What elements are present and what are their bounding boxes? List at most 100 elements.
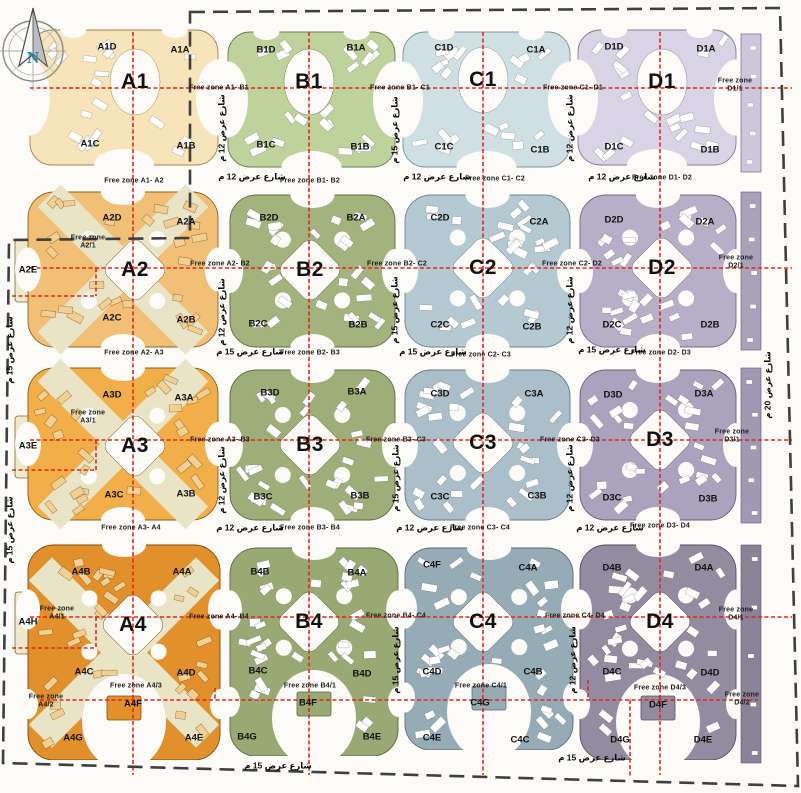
subzone-label-A2C: A2C	[102, 312, 122, 324]
subzone-label-A4A: A4A	[172, 566, 192, 578]
subzone-label-A1A: A1A	[170, 44, 190, 56]
subzone-label-D1B: D1B	[700, 144, 720, 156]
free-zone-label: Free zone D3/1	[714, 428, 750, 444]
subzone-label-D4F: D4F	[649, 699, 667, 711]
subzone-label-A3C: A3C	[104, 489, 124, 501]
street-label: شارع عرض 12 م	[588, 171, 656, 182]
block-C2	[392, 182, 583, 360]
free-zone-label: Free zone A4/2	[28, 693, 64, 709]
street-label: شارع عرض 12 م	[218, 171, 286, 182]
subzone-label-C3B: C3B	[527, 490, 547, 502]
block-label-D3: D3	[646, 428, 674, 451]
block-B2	[217, 182, 408, 360]
street-label: شارع عرض 15 م	[4, 316, 15, 384]
subzone-label-D4G: D4G	[610, 734, 630, 746]
subzone-label-B4E: B4E	[362, 731, 382, 743]
block-label-C1: C1	[469, 68, 497, 91]
subzone-label-A4B: A4B	[71, 566, 91, 578]
subzone-label-A1B: A1B	[176, 140, 196, 152]
subzone-label-A3E: A3E	[18, 440, 38, 452]
free-zone-label: Free zone D4/2	[724, 691, 760, 707]
subzone-label-A1D: A1D	[97, 41, 117, 53]
subzone-label-B4G: B4G	[237, 731, 257, 743]
free-zone-label: Free zone D2- D3	[631, 349, 691, 357]
subzone-label-C4G: C4G	[470, 697, 490, 709]
street-label: شارع عرض 15 م	[558, 752, 626, 763]
subzone-label-D1D: D1D	[604, 41, 624, 53]
subzone-label-B3C: B3C	[253, 491, 273, 503]
free-zone-label: Free zone B1- C1	[370, 84, 430, 92]
block-label-C4: C4	[469, 610, 497, 633]
street-label: شارع عرض 12 م	[567, 626, 578, 694]
subzone-label-B1D: B1D	[256, 44, 276, 56]
street-label: شارع عرض 15 م	[578, 344, 646, 355]
street-label: شارع عرض 15 م	[244, 760, 312, 771]
subzone-label-B4C: B4C	[248, 665, 268, 677]
block-label-A2: A2	[121, 258, 149, 281]
free-zone-label: Free zone C3- C4	[450, 524, 510, 532]
street-label: شارع عرض 15 م	[216, 346, 284, 357]
block-B1	[208, 24, 417, 183]
subzone-label-B3B: B3B	[350, 490, 370, 502]
compass-n-label: N	[27, 48, 40, 67]
free-zone-label: Free zone A1- A2	[104, 177, 164, 185]
subzone-label-B4F: B4F	[299, 697, 317, 709]
subzone-label-D1A: D1A	[696, 43, 716, 55]
block-D1	[558, 22, 758, 181]
subzone-label-C1D: C1D	[434, 42, 454, 54]
free-zone-label: Free zone C4/1	[454, 682, 508, 690]
block-C4	[393, 536, 585, 760]
subzone-label-B3A: B3A	[347, 386, 367, 398]
edge-strip	[740, 33, 762, 173]
subzone-label-B1A: B1A	[346, 42, 366, 54]
block-label-A3: A3	[121, 434, 149, 457]
subzone-label-D3A: D3A	[694, 388, 714, 400]
block-B3	[217, 357, 408, 533]
block-label-B3: B3	[296, 433, 324, 456]
free-zone-label: Free zone A2/1	[70, 234, 106, 250]
street-label: شارع عرض 12 م	[216, 278, 227, 346]
subzone-label-A4G: A4G	[63, 732, 83, 744]
subzone-label-C2B: C2B	[522, 321, 542, 333]
street-label: شارع عرض 12 م	[564, 94, 575, 162]
edge-strip	[740, 367, 762, 524]
street-label: شارع عرض 15 م	[390, 444, 401, 512]
subzone-label-C4E: C4E	[422, 732, 442, 744]
block-label-D2: D2	[648, 256, 676, 279]
free-zone-label: Free zone B3- C3	[366, 436, 426, 444]
block-D4	[568, 533, 748, 770]
subzone-label-A2B: A2B	[176, 314, 196, 326]
subzone-label-D1C: D1C	[604, 141, 624, 153]
subzone-label-D4B: D4B	[602, 562, 622, 574]
block-A3	[15, 355, 231, 533]
block-label-D4: D4	[646, 610, 674, 633]
block-B4	[218, 536, 410, 766]
subzone-label-B1C: B1C	[256, 139, 276, 151]
street-label: شارع عرض 15 م	[4, 496, 15, 564]
subzone-label-B2A: B2A	[346, 212, 366, 224]
free-zone-label: Free zone A4/3	[110, 682, 162, 690]
subzone-label-B2B: B2B	[348, 319, 368, 331]
subzone-label-C2D: C2D	[430, 212, 450, 224]
subzone-label-C4A: C4A	[518, 562, 538, 574]
free-zone-label: Free zone A4- B4	[189, 613, 249, 621]
free-zone-label: Free zone A3- A4	[101, 524, 161, 532]
free-zone-label: Free zone D2/1	[718, 254, 754, 270]
free-zone-label: Free zone C2- C3	[451, 351, 511, 359]
street-label: شارع عرض 15 م	[390, 626, 401, 694]
block-label-C3: C3	[469, 431, 497, 454]
street-label: شارع عرض 12 م	[576, 522, 644, 533]
free-zone-label: Free zone B1- B2	[280, 177, 340, 185]
free-zone-label: Free zone A2- A3	[104, 349, 164, 357]
subzone-label-A2E: A2E	[18, 264, 38, 276]
subzone-label-A3B: A3B	[176, 488, 196, 500]
subzone-label-C1B: C1B	[530, 144, 550, 156]
subzone-label-C4C: C4C	[510, 734, 530, 746]
subzone-label-D4D: D4D	[700, 667, 720, 679]
street-label: شارع عرض 20 م	[762, 351, 773, 419]
subzone-label-D2B: D2B	[700, 319, 720, 331]
subzone-label-B4A: B4A	[347, 567, 367, 579]
street-label: شارع عرض 15 م	[389, 96, 400, 164]
